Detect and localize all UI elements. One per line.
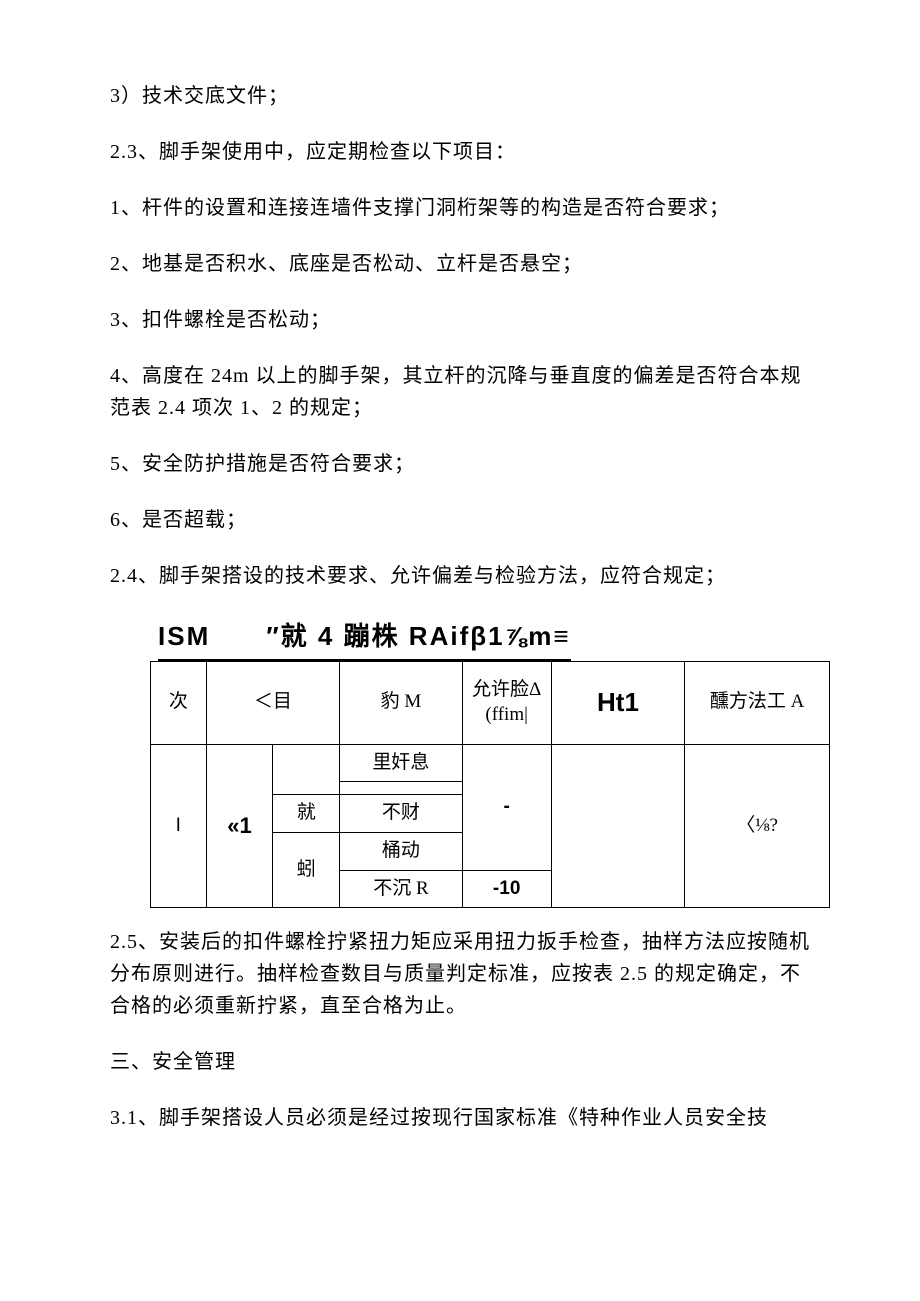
cell-method-body: 〈⅛? [685, 744, 830, 908]
cell-desc-d: 桶动 [340, 832, 462, 870]
th-method: 醺方法工 A [685, 661, 830, 744]
cell-tol-a: - [462, 744, 551, 870]
th-ht1: Ht1 [551, 661, 685, 744]
para-check-3: 3、扣件螺栓是否松动； [110, 304, 810, 336]
para-check-4: 4、高度在 24m 以上的脚手架，其立杆的沉降与垂直度的偏差是否符合本规范表 2… [110, 360, 810, 424]
table-title: ISM ″就 4 蹦株 RAifβ1⅞m≡ [158, 616, 571, 661]
table-header-row: 次 ＜目 豹 M 允许脸Δ (ffim| Ht1 醺方法工 A [151, 661, 830, 744]
para-check-6: 6、是否超载； [110, 504, 810, 536]
para-section-3-heading: 三、安全管理 [110, 1046, 810, 1078]
cell-tol-b: -10 [462, 870, 551, 908]
para-section-3-1: 3.1、脚手架搭设人员必须是经过按现行国家标准《特种作业人员安全技 [110, 1102, 810, 1134]
spec-table: 次 ＜目 豹 M 允许脸Δ (ffim| Ht1 醺方法工 A I «1 里奸息… [150, 661, 830, 909]
cell-desc-e: 不沉 R [340, 870, 462, 908]
cell-sub-a [273, 744, 340, 795]
para-check-2: 2、地基是否积水、底座是否松动、立杆是否悬空； [110, 248, 810, 280]
cell-desc-a: 里奸息 [340, 744, 462, 782]
para-section-2-4: 2.4、脚手架搭设的技术要求、允许偏差与检验方法，应符合规定； [110, 560, 810, 592]
cell-ht1-body [551, 744, 685, 908]
cell-desc-b [340, 782, 462, 795]
para-item-3: 3）技术交底文件； [110, 80, 810, 112]
th-tolerance: 允许脸Δ (ffim| [462, 661, 551, 744]
para-check-1: 1、杆件的设置和连接连墙件支撑门洞桁架等的构造是否符合要求； [110, 192, 810, 224]
para-section-2-3: 2.3、脚手架使用中，应定期检查以下项目： [110, 136, 810, 168]
th-seq: 次 [151, 661, 207, 744]
cell-sub-c: 蚓 [273, 832, 340, 907]
cell-seq: I [151, 744, 207, 908]
para-check-5: 5、安全防护措施是否符合要求； [110, 448, 810, 480]
th-m: 豹 M [340, 661, 462, 744]
table-row: I «1 里奸息 - 〈⅛? [151, 744, 830, 782]
cell-sub-b: 就 [273, 795, 340, 833]
cell-cat: «1 [206, 744, 273, 908]
para-section-2-5: 2.5、安装后的扣件螺栓拧紧扭力矩应采用扭力扳手检查，抽样方法应按随机分布原则进… [110, 926, 810, 1022]
th-item: ＜目 [206, 661, 340, 744]
cell-desc-c: 不财 [340, 795, 462, 833]
